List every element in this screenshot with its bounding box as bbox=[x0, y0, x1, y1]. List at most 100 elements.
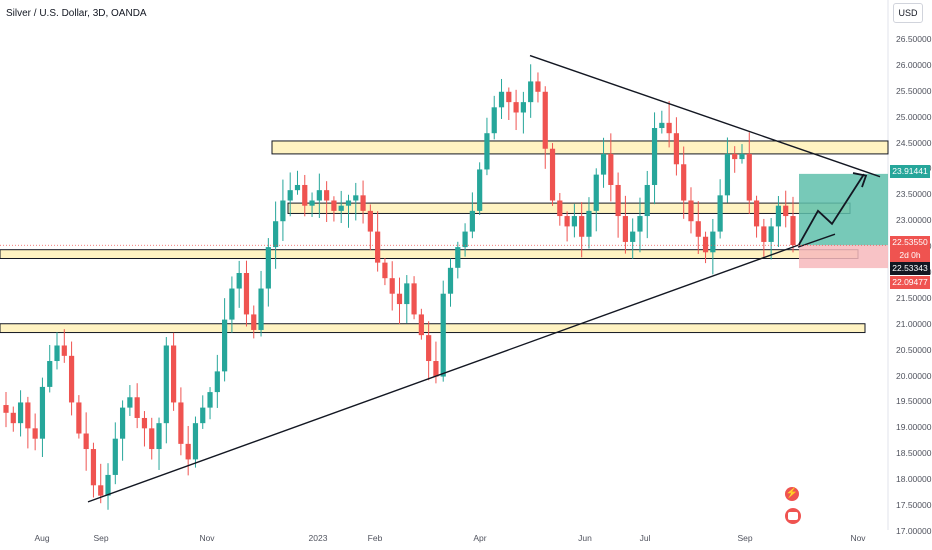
candle-body bbox=[746, 153, 752, 201]
candle-body bbox=[185, 443, 191, 460]
candle-body bbox=[586, 210, 592, 237]
candle-body bbox=[681, 164, 687, 201]
candle-body bbox=[622, 216, 628, 242]
x-tick-label: Nov bbox=[199, 533, 215, 543]
candle-body bbox=[243, 273, 250, 315]
sr-zone bbox=[0, 249, 859, 260]
candle-body bbox=[200, 407, 206, 424]
candle-body bbox=[644, 184, 650, 217]
x-tick-label: Sep bbox=[93, 533, 109, 543]
target-price-label: 23.91441 bbox=[890, 165, 930, 178]
candle-body bbox=[630, 231, 636, 242]
candle-body bbox=[61, 345, 67, 356]
y-tick-label: 21.00000 bbox=[896, 318, 932, 329]
y-tick-label: 20.50000 bbox=[896, 344, 932, 355]
candle-body bbox=[10, 412, 16, 424]
candle-body bbox=[382, 262, 388, 279]
candle-body bbox=[659, 122, 665, 129]
x-tick-label: 2023 bbox=[308, 533, 328, 543]
candle-body bbox=[163, 345, 169, 424]
x-tick-label: Sep bbox=[737, 533, 753, 543]
candle-body bbox=[331, 200, 337, 211]
x-tick-label: Jul bbox=[639, 533, 651, 543]
candle-body bbox=[418, 314, 424, 336]
candle-body bbox=[447, 267, 454, 294]
candle-body bbox=[783, 205, 789, 217]
candle-body bbox=[141, 417, 148, 429]
candle-body bbox=[207, 392, 213, 408]
candle-body bbox=[549, 148, 556, 201]
candle-body bbox=[76, 402, 82, 434]
sr-zone bbox=[0, 323, 866, 334]
candle-body bbox=[171, 345, 177, 403]
candle-body bbox=[790, 216, 796, 246]
y-tick-label: 25.00000 bbox=[896, 111, 932, 122]
candle-body bbox=[732, 153, 738, 160]
candle-body bbox=[651, 128, 658, 185]
candle-body bbox=[739, 153, 745, 160]
candle-body bbox=[294, 184, 301, 191]
descending-trendline bbox=[529, 54, 881, 178]
candle-body bbox=[54, 345, 60, 362]
candle-body bbox=[477, 169, 483, 211]
candle-body bbox=[571, 216, 577, 227]
candle-body bbox=[353, 195, 359, 201]
candle-body bbox=[17, 402, 24, 424]
candle-body bbox=[484, 133, 490, 170]
candle-body bbox=[498, 91, 505, 108]
candle-body bbox=[688, 200, 694, 222]
y-tick-label: 17.50000 bbox=[896, 500, 932, 510]
candle-body bbox=[83, 433, 89, 450]
candle-body bbox=[98, 485, 104, 496]
candle-body bbox=[513, 102, 519, 113]
loss-zone-box bbox=[799, 245, 888, 269]
candle-body bbox=[149, 428, 155, 450]
countdown-label: 2d 0h bbox=[890, 249, 930, 262]
candle-body bbox=[302, 184, 308, 206]
candle-body bbox=[433, 361, 439, 377]
candle-body bbox=[593, 174, 599, 211]
candle-body bbox=[112, 438, 118, 475]
y-tick-label: 19.50000 bbox=[896, 396, 932, 407]
candle-body bbox=[214, 371, 220, 393]
candle-body bbox=[375, 231, 381, 263]
x-tick-label: Apr bbox=[473, 533, 487, 543]
candle-body bbox=[637, 216, 643, 232]
candle-body bbox=[506, 91, 512, 103]
current-price-label: 22.53550 bbox=[890, 236, 930, 249]
candle-body bbox=[192, 423, 199, 460]
candle-body bbox=[25, 402, 31, 429]
candle-body bbox=[396, 293, 403, 305]
candle-body bbox=[345, 200, 352, 206]
currency-button[interactable]: USD bbox=[893, 3, 923, 23]
candle-body bbox=[156, 423, 162, 450]
candle-body bbox=[68, 355, 75, 403]
lightning-icon[interactable]: ⚡ bbox=[785, 487, 799, 501]
x-tick-label: Jun bbox=[578, 533, 592, 543]
candle-body bbox=[222, 319, 228, 372]
candle-body bbox=[600, 153, 607, 175]
candle-body bbox=[338, 205, 344, 211]
candle-body bbox=[455, 247, 461, 268]
candle-body bbox=[426, 335, 432, 362]
us-flag-icon[interactable] bbox=[783, 506, 803, 526]
candle-body bbox=[768, 226, 774, 242]
candle-body bbox=[535, 81, 541, 92]
candle-body bbox=[134, 397, 140, 418]
candle-body bbox=[440, 293, 446, 377]
candle-body bbox=[360, 195, 366, 211]
candle-body bbox=[324, 190, 330, 201]
candle-body bbox=[3, 405, 9, 413]
candle-body bbox=[702, 236, 709, 253]
candle-body bbox=[273, 221, 279, 248]
candle-body bbox=[491, 107, 497, 134]
candle-body bbox=[280, 200, 286, 222]
candle-body bbox=[32, 428, 38, 439]
candle-body bbox=[389, 278, 395, 294]
candle-body bbox=[251, 314, 257, 330]
candle-body bbox=[615, 184, 621, 217]
candle-body bbox=[127, 397, 133, 408]
x-tick-label: Nov bbox=[850, 533, 866, 543]
candle-body bbox=[309, 200, 315, 206]
